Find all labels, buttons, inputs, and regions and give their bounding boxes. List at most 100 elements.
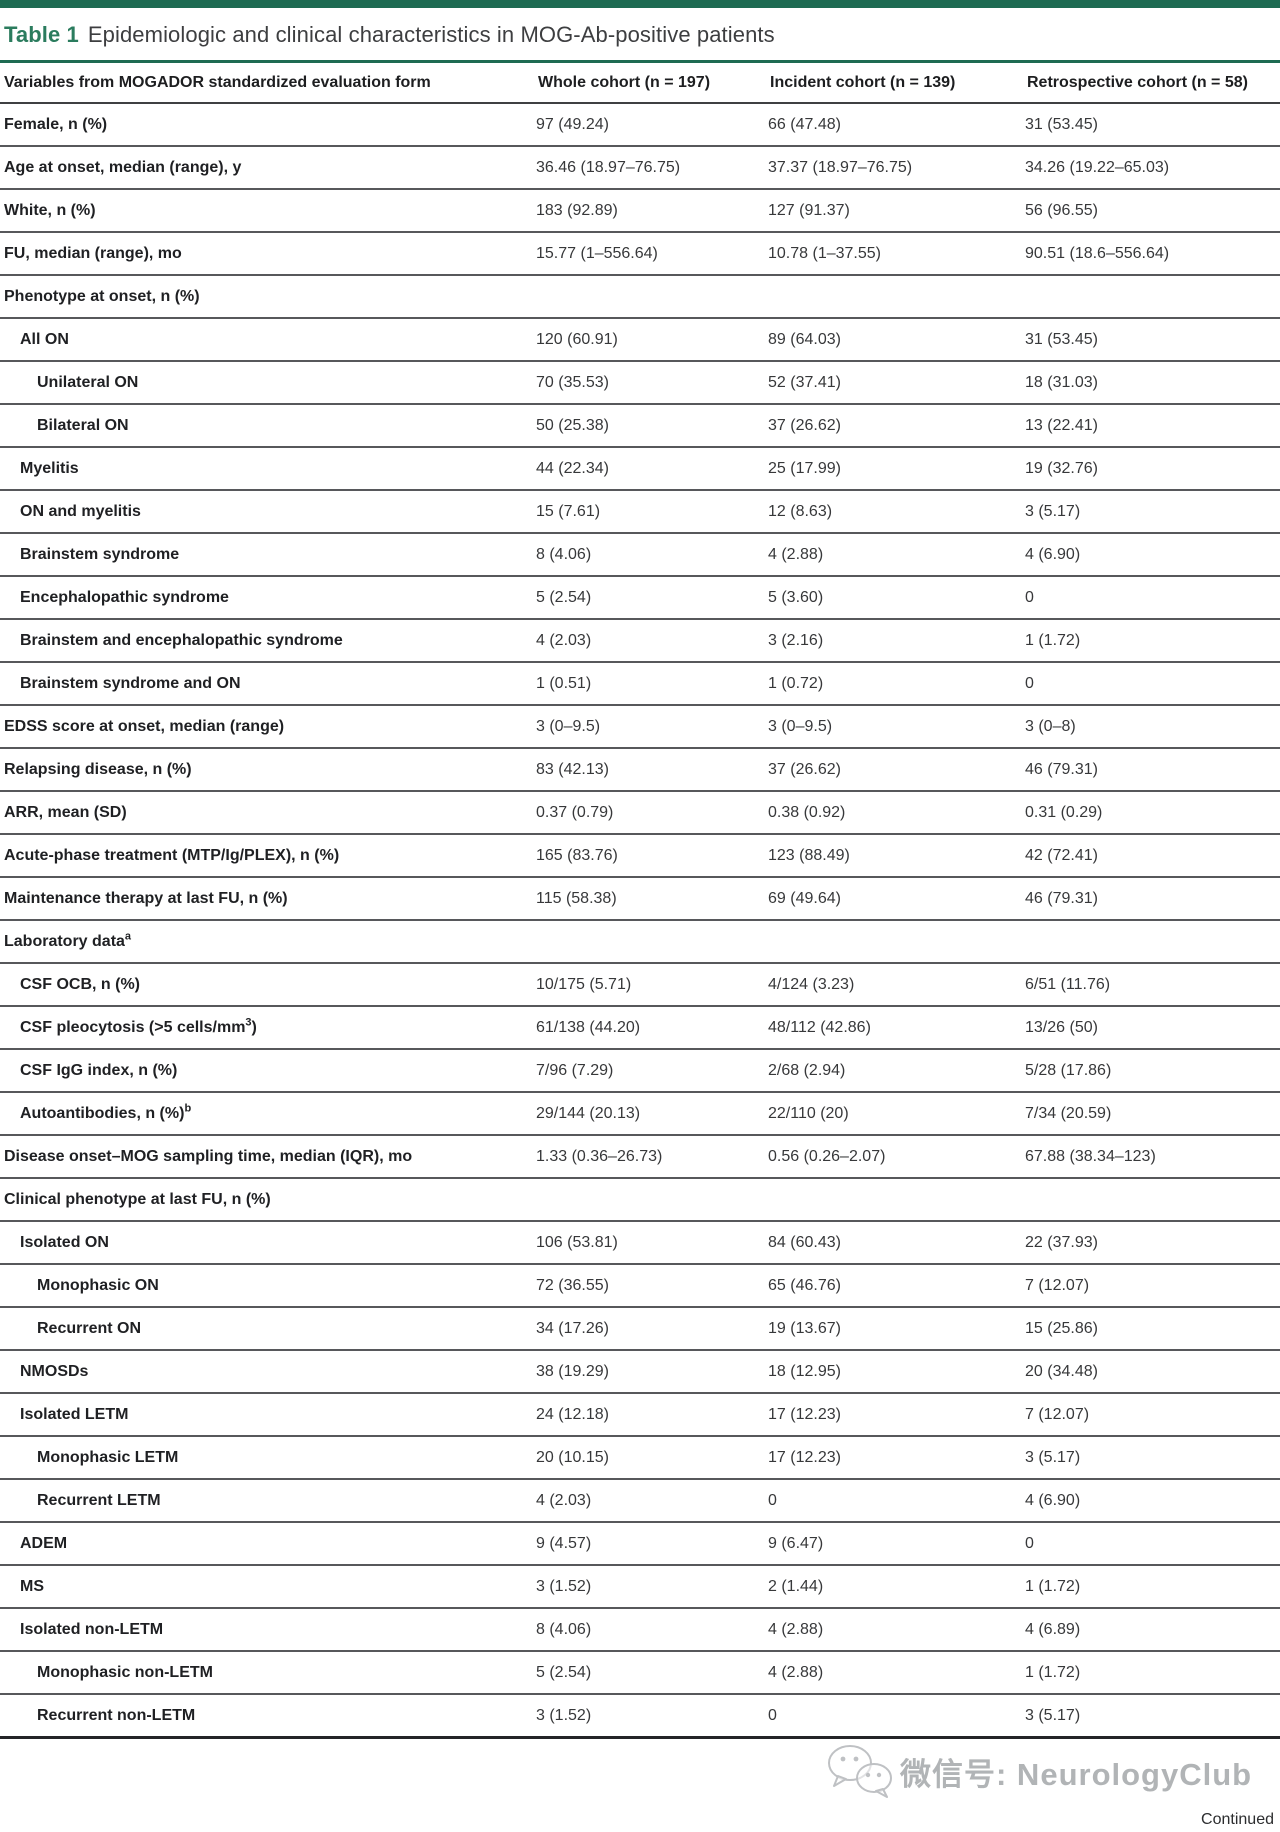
row-value: 37 (26.62): [766, 404, 1023, 448]
table-row: Recurrent ON 34 (17.26) 19 (13.67) 15 (25.8…: [0, 1307, 1280, 1351]
row-value: 115 (58.38): [534, 877, 766, 921]
row-value: 19 (13.67): [766, 1307, 1023, 1351]
row-value: 0: [1023, 576, 1280, 620]
row-value: 56 (96.55): [1023, 189, 1280, 233]
row-value: 7 (12.07): [1023, 1393, 1280, 1437]
table-row: Encephalopathic syndrome 5 (2.54) 5 (3.60)…: [0, 576, 1280, 620]
row-value: 29/144 (20.13): [534, 1092, 766, 1136]
row-value: 4 (2.88): [766, 1651, 1023, 1695]
row-value: 4/124 (3.23): [766, 963, 1023, 1007]
row-value: 4 (2.03): [534, 1479, 766, 1523]
row-label: ADEM: [0, 1522, 534, 1566]
table-row: Unilateral ON 70 (35.53) 52 (37.41) 18 (31.…: [0, 361, 1280, 405]
watermark-text: 微信号: NeurologyClub: [900, 1756, 1253, 1792]
row-value: [1023, 920, 1280, 964]
table-row: Autoantibodies, n (%)b 29/144 (20.13) 22/1…: [0, 1092, 1280, 1136]
row-label: Monophasic LETM: [0, 1436, 534, 1480]
row-value: 1 (0.51): [534, 662, 766, 706]
table-row: Recurrent LETM 4 (2.03) 0 4 (6.90): [0, 1479, 1280, 1523]
row-value: 20 (10.15): [534, 1436, 766, 1480]
table-row: Disease onset–MOG sampling time, median …: [0, 1135, 1280, 1179]
row-label: Recurrent non-LETM: [0, 1694, 534, 1739]
row-value: 6/51 (11.76): [1023, 963, 1280, 1007]
row-value: 69 (49.64): [766, 877, 1023, 921]
table-row: MS 3 (1.52) 2 (1.44) 1 (1.72): [0, 1565, 1280, 1609]
table-row: EDSS score at onset, median (range) 3 (0–…: [0, 705, 1280, 749]
row-label: Phenotype at onset, n (%): [0, 275, 534, 319]
row-label: Recurrent ON: [0, 1307, 534, 1351]
row-value: 48/112 (42.86): [766, 1006, 1023, 1050]
row-label: Bilateral ON: [0, 404, 534, 448]
table-row: Brainstem syndrome 8 (4.06) 4 (2.88) 4 (6.9…: [0, 533, 1280, 577]
table-row: Myelitis 44 (22.34) 25 (17.99) 19 (32.76): [0, 447, 1280, 491]
row-value: 0: [766, 1479, 1023, 1523]
section-row: Laboratory dataa: [0, 920, 1280, 964]
row-value: 3 (0–9.5): [766, 705, 1023, 749]
row-value: 13/26 (50): [1023, 1006, 1280, 1050]
row-value: 4 (2.88): [766, 533, 1023, 577]
row-value: 44 (22.34): [534, 447, 766, 491]
row-value: 50 (25.38): [534, 404, 766, 448]
row-value: 89 (64.03): [766, 318, 1023, 362]
row-label: Monophasic ON: [0, 1264, 534, 1308]
table-header-row: Variables from MOGADOR standardized eval…: [0, 63, 1280, 104]
table-row: Monophasic ON 72 (36.55) 65 (46.76) 7 (12.0…: [0, 1264, 1280, 1308]
row-label: Autoantibodies, n (%)b: [0, 1092, 534, 1136]
table-row: Isolated non-LETM 8 (4.06) 4 (2.88) 4 (6.89…: [0, 1608, 1280, 1652]
row-label: CSF pleocytosis (>5 cells/mm3): [0, 1006, 534, 1050]
row-value: 10.78 (1–37.55): [766, 232, 1023, 276]
table-row: Isolated LETM 24 (12.18) 17 (12.23) 7 (12.0…: [0, 1393, 1280, 1437]
table-row: Recurrent non-LETM 3 (1.52) 0 3 (5.17): [0, 1694, 1280, 1739]
row-value: 17 (12.23): [766, 1393, 1023, 1437]
column-header-whole-cohort: Whole cohort (n = 197): [534, 63, 766, 104]
row-value: 0.31 (0.29): [1023, 791, 1280, 835]
row-label: CSF OCB, n (%): [0, 963, 534, 1007]
row-value: 17 (12.23): [766, 1436, 1023, 1480]
row-value: 18 (31.03): [1023, 361, 1280, 405]
row-value: 120 (60.91): [534, 318, 766, 362]
row-label: NMOSDs: [0, 1350, 534, 1394]
row-label: Disease onset–MOG sampling time, median …: [0, 1135, 534, 1179]
row-value: 165 (83.76): [534, 834, 766, 878]
column-header-incident-cohort: Incident cohort (n = 139): [766, 63, 1023, 104]
row-value: 46 (79.31): [1023, 748, 1280, 792]
row-value: 4 (6.90): [1023, 1479, 1280, 1523]
table-row: CSF OCB, n (%) 10/175 (5.71) 4/124 (3.23) 6…: [0, 963, 1280, 1007]
row-label: CSF IgG index, n (%): [0, 1049, 534, 1093]
row-label: FU, median (range), mo: [0, 232, 534, 276]
row-value: 1 (1.72): [1023, 1651, 1280, 1695]
row-value: 42 (72.41): [1023, 834, 1280, 878]
row-label: ARR, mean (SD): [0, 791, 534, 835]
table-row: Maintenance therapy at last FU, n (%) 115…: [0, 877, 1280, 921]
row-value: 13 (22.41): [1023, 404, 1280, 448]
row-value: 3 (1.52): [534, 1694, 766, 1739]
row-value: 52 (37.41): [766, 361, 1023, 405]
table-body: Female, n (%) 97 (49.24) 66 (47.48) 31 (53.…: [0, 103, 1280, 1739]
row-value: 5/28 (17.86): [1023, 1049, 1280, 1093]
table-row: FU, median (range), mo 15.77 (1–556.64) 10…: [0, 232, 1280, 276]
table-row: Monophasic non-LETM 5 (2.54) 4 (2.88) 1 (1.…: [0, 1651, 1280, 1695]
row-value: 1 (1.72): [1023, 619, 1280, 663]
row-label: Unilateral ON: [0, 361, 534, 405]
table-row: Brainstem syndrome and ON 1 (0.51) 1 (0.72…: [0, 662, 1280, 706]
row-value: 9 (4.57): [534, 1522, 766, 1566]
row-value: 8 (4.06): [534, 1608, 766, 1652]
row-value: 67.88 (38.34–123): [1023, 1135, 1280, 1179]
accent-top-bar: [0, 0, 1280, 8]
row-label: Brainstem and encephalopathic syndrome: [0, 619, 534, 663]
row-value: 83 (42.13): [534, 748, 766, 792]
table-row: CSF pleocytosis (>5 cells/mm3) 61/138 (44…: [0, 1006, 1280, 1050]
row-label: Isolated LETM: [0, 1393, 534, 1437]
table-row: Acute-phase treatment (MTP/Ig/PLEX), n (…: [0, 834, 1280, 878]
row-label: White, n (%): [0, 189, 534, 233]
row-label: All ON: [0, 318, 534, 362]
row-label: Relapsing disease, n (%): [0, 748, 534, 792]
row-value: 7 (12.07): [1023, 1264, 1280, 1308]
table-row: Brainstem and encephalopathic syndrome 4 …: [0, 619, 1280, 663]
row-value: 15 (7.61): [534, 490, 766, 534]
row-value: 5 (3.60): [766, 576, 1023, 620]
row-value: 72 (36.55): [534, 1264, 766, 1308]
row-value: 66 (47.48): [766, 103, 1023, 147]
row-value: 4 (6.89): [1023, 1608, 1280, 1652]
